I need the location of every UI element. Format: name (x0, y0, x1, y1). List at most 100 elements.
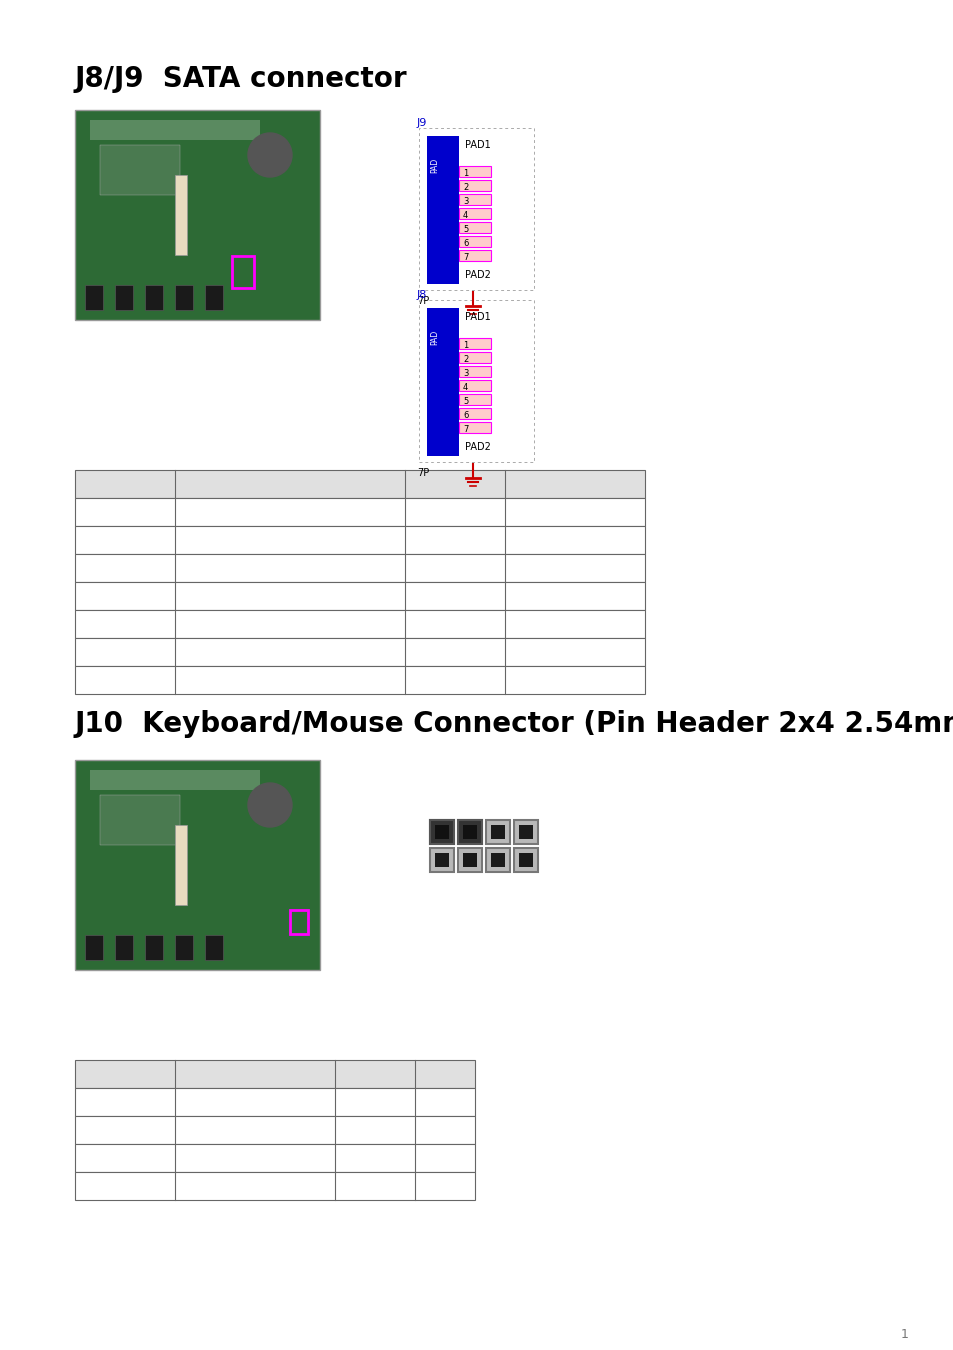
Text: 6: 6 (462, 239, 468, 248)
Text: 4: 4 (462, 211, 468, 220)
Text: PAD2: PAD2 (464, 441, 491, 452)
Bar (458, 221, 491, 234)
Bar (430, 848, 454, 872)
Text: 3: 3 (462, 197, 468, 207)
Text: PAD: PAD (430, 454, 438, 470)
Bar (427, 308, 458, 437)
Text: PAD: PAD (430, 282, 438, 297)
Bar (435, 853, 449, 867)
Bar (518, 853, 533, 867)
Bar (427, 265, 458, 284)
Bar (75, 1116, 475, 1143)
Bar (75, 639, 644, 666)
Text: 1: 1 (901, 1328, 908, 1341)
Bar (514, 848, 537, 872)
Bar (427, 136, 458, 266)
Text: 1: 1 (462, 169, 468, 178)
Bar (75, 610, 644, 639)
Bar (75, 109, 319, 320)
Text: PAD: PAD (430, 329, 438, 346)
Text: 7: 7 (462, 425, 468, 433)
Bar (458, 180, 491, 190)
Text: 4: 4 (462, 383, 468, 392)
Bar (90, 769, 260, 790)
Bar (485, 848, 510, 872)
Text: PAD1: PAD1 (464, 312, 490, 323)
Bar (115, 936, 132, 960)
Bar (75, 526, 644, 554)
Text: PAD2: PAD2 (464, 270, 491, 279)
Text: 6: 6 (462, 410, 468, 420)
Bar (145, 936, 163, 960)
Bar (75, 1088, 475, 1116)
Text: PAD: PAD (430, 158, 438, 173)
Bar (435, 825, 449, 838)
Bar (458, 208, 491, 219)
Text: J8: J8 (416, 290, 427, 300)
Text: 2: 2 (462, 184, 468, 192)
Bar (205, 285, 223, 310)
Bar (75, 666, 644, 694)
Bar (174, 285, 193, 310)
Bar (491, 825, 504, 838)
Bar (427, 436, 458, 456)
Bar (458, 423, 491, 433)
Bar (174, 825, 187, 905)
Bar (435, 825, 449, 838)
Text: 3: 3 (462, 369, 468, 378)
Bar (430, 819, 454, 844)
Bar (514, 819, 537, 844)
Text: 7P: 7P (416, 296, 429, 306)
Bar (458, 250, 491, 261)
Bar (457, 819, 481, 844)
Bar (457, 848, 481, 872)
Bar (75, 1060, 475, 1088)
Bar (418, 128, 534, 290)
Bar (462, 825, 476, 838)
Bar (232, 256, 253, 288)
Bar (458, 352, 491, 363)
Bar (145, 285, 163, 310)
Text: 7: 7 (462, 252, 468, 262)
Bar (205, 936, 223, 960)
Text: J10  Keyboard/Mouse Connector (Pin Header 2x4 2.54mm): J10 Keyboard/Mouse Connector (Pin Header… (75, 710, 953, 738)
Text: 5: 5 (462, 225, 468, 234)
Bar (458, 194, 491, 205)
Circle shape (248, 783, 292, 828)
Bar (100, 795, 180, 845)
Bar (458, 366, 491, 377)
Bar (458, 236, 491, 247)
Bar (290, 910, 308, 934)
Bar (458, 379, 491, 391)
Bar (75, 582, 644, 610)
Bar (90, 120, 260, 140)
Text: PAD1: PAD1 (464, 140, 490, 150)
Text: J9: J9 (416, 117, 427, 128)
Bar (462, 853, 476, 867)
Bar (174, 936, 193, 960)
Bar (75, 1172, 475, 1200)
Bar (491, 853, 504, 867)
Bar (457, 819, 481, 844)
Bar (75, 760, 319, 971)
Bar (115, 285, 132, 310)
Bar (75, 1143, 475, 1172)
Bar (100, 144, 180, 194)
Bar (75, 470, 644, 498)
Bar (430, 819, 454, 844)
Text: 7P: 7P (416, 468, 429, 478)
Bar (418, 300, 534, 462)
Bar (458, 408, 491, 418)
Text: 5: 5 (462, 397, 468, 406)
Bar (85, 285, 103, 310)
Bar (485, 819, 510, 844)
Bar (518, 825, 533, 838)
Circle shape (248, 134, 292, 177)
Text: 2: 2 (462, 355, 468, 364)
Bar (174, 176, 187, 255)
Bar (75, 554, 644, 582)
Text: 1: 1 (462, 342, 468, 350)
Bar (458, 394, 491, 405)
Bar (458, 166, 491, 177)
Bar (85, 936, 103, 960)
